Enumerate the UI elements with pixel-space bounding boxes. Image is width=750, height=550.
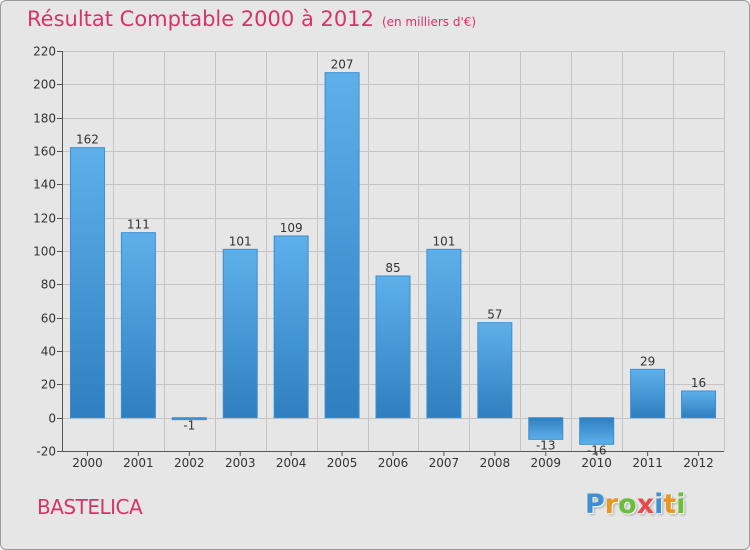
value-label: -16 <box>587 443 607 457</box>
x-tick-label: 2006 <box>378 456 409 470</box>
logo-letter: P <box>585 489 605 520</box>
labels: -200204060801001201401601802002202000162… <box>33 45 714 471</box>
value-label: 101 <box>432 234 455 248</box>
value-label: 16 <box>691 376 706 390</box>
town-name: BASTELICA <box>37 495 143 519</box>
x-tick-label: 2011 <box>632 456 663 470</box>
bar-2002 <box>171 417 207 421</box>
value-label: 111 <box>127 218 150 232</box>
bar-2012 <box>681 390 717 419</box>
x-tick-label: 2003 <box>225 456 256 470</box>
x-tick-label: 2001 <box>123 456 154 470</box>
axes <box>57 51 724 456</box>
value-label: 207 <box>331 58 354 72</box>
y-tick-label: 140 <box>33 178 56 192</box>
y-tick-label: 220 <box>33 45 56 59</box>
value-label: -13 <box>536 438 556 452</box>
value-label: 85 <box>385 261 400 275</box>
chart-subtitle: (en milliers d'€) <box>381 15 477 29</box>
chart-title: Résultat Comptable 2000 à 2012 (en millie… <box>27 7 476 31</box>
y-tick-label: 160 <box>33 145 56 159</box>
y-tick-label: 100 <box>33 245 56 259</box>
x-tick-label: 2005 <box>327 456 358 470</box>
x-tick-label: 2004 <box>276 456 307 470</box>
x-tick-label: 2007 <box>429 456 460 470</box>
value-label: 101 <box>229 234 252 248</box>
value-label: -1 <box>183 419 195 433</box>
value-label: 109 <box>280 221 303 235</box>
logo-letter: o <box>618 489 637 520</box>
bar-2004 <box>273 235 309 419</box>
proxiti-logo: Proxiti <box>585 489 686 520</box>
bars <box>69 72 717 445</box>
bar-2007 <box>426 248 462 419</box>
logo-letter: t <box>663 489 677 520</box>
logo-letter: i <box>676 489 686 520</box>
bar-2009 <box>528 417 564 440</box>
value-label: 57 <box>487 308 502 322</box>
x-tick-label: 2012 <box>683 456 714 470</box>
logo-letter: i <box>654 489 664 520</box>
y-tick-label: 80 <box>41 278 56 292</box>
y-tick-label: 0 <box>48 412 56 426</box>
y-tick-label: 120 <box>33 212 56 226</box>
bar-2001 <box>120 232 156 419</box>
x-tick-label: 2010 <box>581 456 612 470</box>
y-tick-label: 60 <box>41 312 56 326</box>
bar-2011 <box>630 368 666 419</box>
logo-letter: r <box>604 489 619 520</box>
x-tick-label: 2000 <box>72 456 103 470</box>
bar-2008 <box>477 322 513 419</box>
logo-letter: x <box>636 489 655 520</box>
y-tick-label: 40 <box>41 345 56 359</box>
bar-2000 <box>69 147 105 419</box>
bar-2003 <box>222 248 258 419</box>
y-tick-label: -20 <box>36 445 56 459</box>
bar-2006 <box>375 275 411 419</box>
value-label: 29 <box>640 354 655 368</box>
value-label: 162 <box>76 133 99 147</box>
y-tick-label: 180 <box>33 112 56 126</box>
bar-2010 <box>579 417 615 445</box>
x-tick-label: 2009 <box>530 456 561 470</box>
y-tick-label: 20 <box>41 378 56 392</box>
x-tick-label: 2008 <box>480 456 511 470</box>
y-tick-label: 200 <box>33 78 56 92</box>
chart-title-text: Résultat Comptable 2000 à 2012 <box>27 7 374 31</box>
x-tick-label: 2002 <box>174 456 205 470</box>
bar-2005 <box>324 72 360 419</box>
